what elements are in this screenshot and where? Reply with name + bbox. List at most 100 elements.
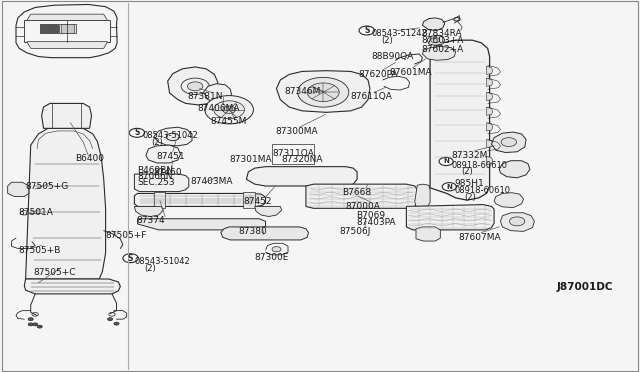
Circle shape [454,17,460,21]
Polygon shape [486,123,493,131]
Polygon shape [246,167,357,186]
Polygon shape [27,42,108,48]
Text: 87346M: 87346M [285,87,321,96]
Polygon shape [24,20,110,42]
Text: 87452: 87452 [243,197,272,206]
Circle shape [298,77,349,107]
Polygon shape [416,227,440,241]
Text: 87381N: 87381N [188,92,223,101]
Text: B7668: B7668 [342,188,372,197]
Text: 87320NA: 87320NA [282,155,323,164]
Circle shape [439,157,453,166]
Polygon shape [422,18,445,31]
Polygon shape [499,161,530,178]
Text: (2): (2) [464,193,476,202]
Circle shape [359,26,374,35]
Text: 87505+G: 87505+G [26,182,69,191]
Circle shape [307,83,339,102]
Circle shape [109,312,115,316]
Text: 08918-60610: 08918-60610 [454,186,511,195]
Polygon shape [61,24,74,33]
Text: N: N [446,184,452,190]
Circle shape [205,96,253,124]
Text: 08543-51042: 08543-51042 [142,131,198,140]
Text: 87506J: 87506J [339,227,371,236]
Circle shape [28,323,33,326]
Text: 87455M: 87455M [210,117,246,126]
Polygon shape [500,213,534,231]
Polygon shape [428,35,445,45]
Polygon shape [306,184,417,208]
Polygon shape [243,192,255,208]
Polygon shape [146,145,180,163]
Polygon shape [430,40,490,200]
Circle shape [33,323,38,326]
Polygon shape [168,67,219,105]
Text: 87380: 87380 [239,227,268,236]
Polygon shape [486,140,493,148]
Text: 08543-51042: 08543-51042 [134,257,190,266]
Text: 87611QA: 87611QA [351,92,392,101]
Text: 87451: 87451 [157,152,186,161]
Polygon shape [486,156,493,164]
Polygon shape [415,184,430,208]
Circle shape [108,318,113,321]
Polygon shape [272,144,314,164]
Polygon shape [40,24,58,33]
Polygon shape [486,92,493,100]
Polygon shape [16,4,117,58]
Text: 87603+A: 87603+A [421,36,463,45]
Text: 88B90QA: 88B90QA [371,52,413,61]
Polygon shape [26,128,106,279]
Text: 08543-51242: 08543-51242 [371,29,427,38]
Text: 985H1: 985H1 [454,179,484,188]
Polygon shape [494,193,524,208]
Text: 87834RA: 87834RA [421,29,461,38]
Text: S: S [364,26,369,35]
Polygon shape [59,24,76,33]
Text: B6400: B6400 [76,154,104,163]
Text: N: N [443,158,449,164]
Polygon shape [276,71,370,112]
Polygon shape [154,192,165,208]
Text: 87332M: 87332M [451,151,488,160]
Polygon shape [42,103,92,128]
Text: 87311QA: 87311QA [272,149,314,158]
Text: 87607MA: 87607MA [458,232,501,241]
Polygon shape [154,127,192,146]
Circle shape [166,133,179,141]
Text: 87301MA: 87301MA [229,155,272,164]
Circle shape [509,217,525,226]
Polygon shape [134,206,163,217]
Circle shape [223,106,236,113]
Circle shape [442,183,456,191]
Circle shape [129,128,145,137]
Text: SEC.253: SEC.253 [138,178,175,187]
Polygon shape [486,107,493,115]
Circle shape [28,318,33,321]
Text: 87300MA: 87300MA [275,127,318,136]
Text: 87601MA: 87601MA [389,68,432,77]
Text: (2): (2) [144,264,156,273]
Circle shape [37,325,42,328]
Text: J87001DC: J87001DC [557,282,613,292]
Circle shape [181,78,209,94]
Text: 87501A: 87501A [18,208,52,217]
Text: 87000A: 87000A [346,202,380,211]
Circle shape [32,312,38,316]
Text: 87505+F: 87505+F [106,231,147,240]
Text: 87403MA: 87403MA [191,177,233,186]
Text: 87620PA: 87620PA [358,70,398,79]
Text: (2): (2) [152,138,163,147]
Text: S: S [134,128,140,137]
Text: 87406MA: 87406MA [197,104,239,113]
Polygon shape [134,174,189,192]
Polygon shape [138,219,266,230]
Circle shape [188,82,203,91]
Text: B7069: B7069 [356,211,386,220]
Text: 87505+C: 87505+C [33,268,76,277]
Text: 87450: 87450 [154,168,182,177]
Polygon shape [255,206,282,217]
Polygon shape [204,84,232,102]
Polygon shape [406,205,494,230]
